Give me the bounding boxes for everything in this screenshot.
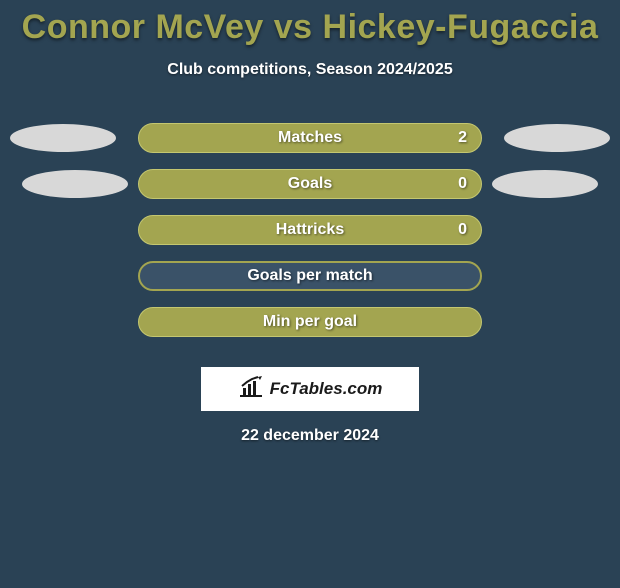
stat-rows: Matches 2 Goals 0 Hattricks 0 Goals per match M… bbox=[0, 115, 620, 345]
stat-row: Matches 2 bbox=[0, 115, 620, 161]
stat-bar: Hattricks 0 bbox=[138, 215, 482, 245]
brand-box: FcTables.com bbox=[201, 367, 419, 411]
page-title: Connor McVey vs Hickey-Fugaccia bbox=[0, 8, 620, 47]
stat-label: Goals per match bbox=[247, 267, 372, 285]
stat-bar: Min per goal bbox=[138, 307, 482, 337]
stat-label: Hattricks bbox=[276, 221, 344, 239]
left-ellipse bbox=[10, 124, 116, 152]
stat-bar: Matches 2 bbox=[138, 123, 482, 153]
chart-icon bbox=[238, 376, 264, 403]
right-ellipse bbox=[492, 170, 598, 198]
stat-label: Goals bbox=[288, 175, 332, 193]
stat-row: Goals 0 bbox=[0, 161, 620, 207]
stat-bar: Goals per match bbox=[138, 261, 482, 291]
stat-value: 2 bbox=[458, 129, 467, 147]
stat-row: Goals per match bbox=[0, 253, 620, 299]
stat-value: 0 bbox=[458, 221, 467, 239]
stat-label: Matches bbox=[278, 129, 342, 147]
stat-row: Hattricks 0 bbox=[0, 207, 620, 253]
brand-text: FcTables.com bbox=[270, 379, 383, 399]
stat-bar: Goals 0 bbox=[138, 169, 482, 199]
stat-row: Min per goal bbox=[0, 299, 620, 345]
stat-value: 0 bbox=[458, 175, 467, 193]
right-ellipse bbox=[504, 124, 610, 152]
stat-label: Min per goal bbox=[263, 313, 357, 331]
left-ellipse bbox=[22, 170, 128, 198]
date-text: 22 december 2024 bbox=[0, 427, 620, 445]
subtitle: Club competitions, Season 2024/2025 bbox=[0, 61, 620, 79]
